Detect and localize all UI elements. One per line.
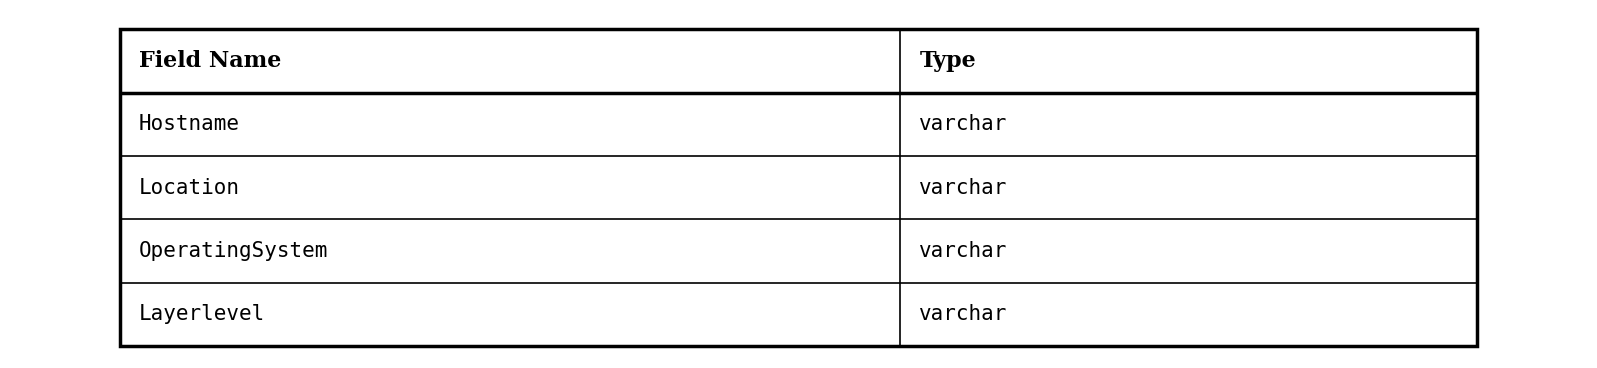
Text: varchar: varchar xyxy=(920,114,1008,134)
Text: Location: Location xyxy=(139,178,240,198)
Text: varchar: varchar xyxy=(920,178,1008,198)
Text: Layerlevel: Layerlevel xyxy=(139,304,265,324)
Text: Hostname: Hostname xyxy=(139,114,240,134)
Text: OperatingSystem: OperatingSystem xyxy=(139,241,329,261)
Text: varchar: varchar xyxy=(920,241,1008,261)
Text: Type: Type xyxy=(920,50,976,72)
Bar xyxy=(120,29,1477,346)
Text: varchar: varchar xyxy=(920,304,1008,324)
Text: Field Name: Field Name xyxy=(139,50,281,72)
